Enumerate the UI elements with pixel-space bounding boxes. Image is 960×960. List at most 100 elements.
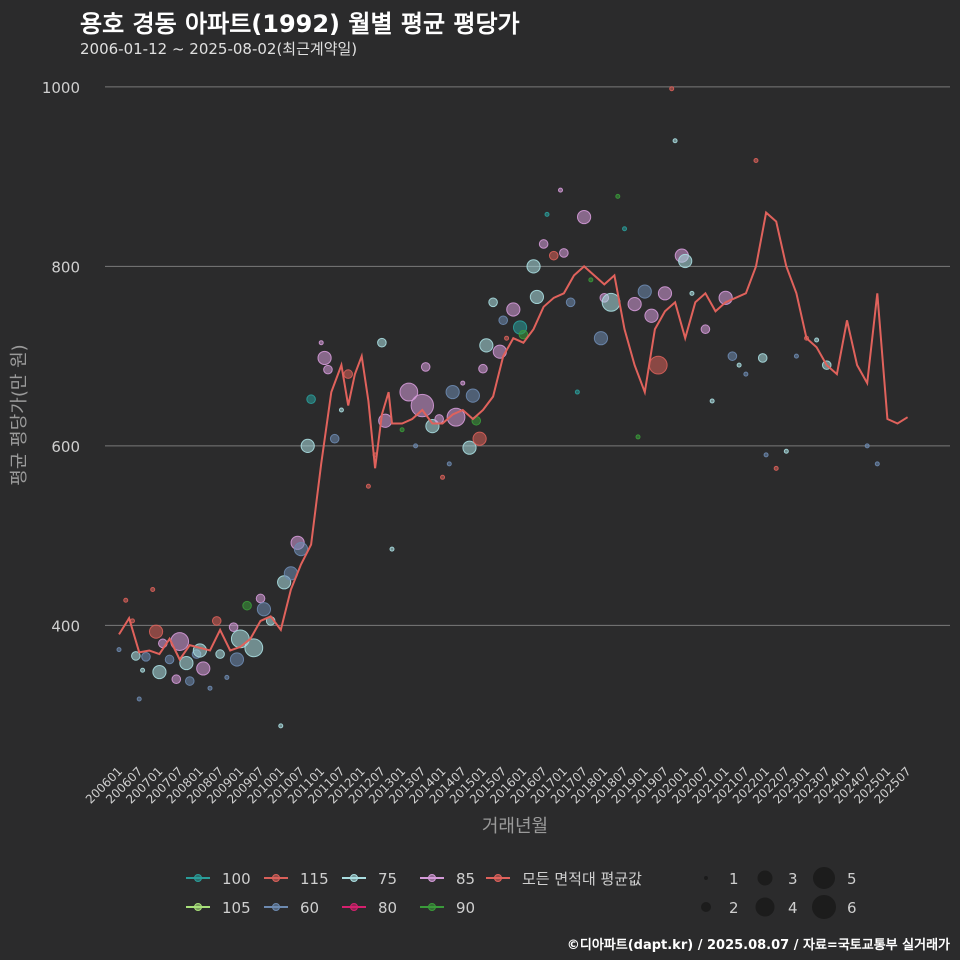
- legend-label: 80: [378, 899, 397, 917]
- data-point-60: [413, 443, 419, 449]
- size-legend-dot: [704, 876, 708, 880]
- data-point-115: [773, 465, 779, 471]
- data-point-115: [753, 158, 759, 164]
- data-point-90: [635, 434, 641, 440]
- data-point-85: [576, 209, 592, 225]
- data-point-75: [179, 655, 194, 671]
- size-legend-dot: [812, 895, 836, 919]
- data-point-60: [864, 443, 870, 449]
- legend-swatch-dot: [272, 903, 280, 911]
- legend-label: 60: [300, 899, 319, 917]
- data-point-100: [574, 389, 580, 395]
- data-point-75: [389, 546, 395, 552]
- transaction-points: [116, 86, 880, 729]
- data-point-60: [141, 651, 151, 662]
- data-point-115: [548, 250, 559, 261]
- data-point-60: [793, 353, 799, 359]
- data-point-85: [506, 302, 521, 317]
- data-point-85: [538, 239, 549, 249]
- data-point-60: [293, 542, 309, 557]
- data-point-115: [440, 474, 446, 480]
- data-point-60: [727, 351, 738, 361]
- data-point-75: [672, 138, 678, 144]
- legend-swatch-dot: [194, 903, 202, 911]
- legend-swatch-dot: [272, 874, 280, 882]
- data-point-115: [148, 624, 164, 639]
- legend-swatch-dot: [350, 874, 358, 882]
- legend-label: 115: [300, 870, 329, 888]
- data-point-60: [446, 461, 452, 467]
- data-point-75: [244, 638, 264, 658]
- average-price-line: [118, 210, 909, 662]
- data-point-75: [152, 664, 167, 680]
- data-point-60: [743, 371, 749, 377]
- x-axis-title: 거래년월: [482, 816, 548, 837]
- y-axis-title: 평균 평당가(만 원): [9, 344, 30, 485]
- y-tick-400: 400: [51, 617, 80, 635]
- legend-label: 75: [378, 870, 397, 888]
- legend-label: 105: [222, 899, 251, 917]
- data-point-85: [644, 308, 659, 323]
- data-point-100: [544, 211, 550, 217]
- data-point-90: [588, 277, 594, 283]
- credit-text: ©디아파트(dapt.kr) / 2025.08.07 / 자료=국토교통부 실…: [566, 938, 950, 953]
- data-point-60: [164, 654, 175, 665]
- chart-subtitle: 2006-01-12 ~ 2025-08-02(최근계약일): [80, 40, 358, 58]
- data-point-75: [215, 649, 225, 659]
- data-point-60: [116, 647, 122, 653]
- data-point-75: [488, 297, 498, 308]
- data-point-85: [557, 187, 563, 193]
- size-legend-label: 5: [847, 870, 857, 888]
- size-legend-label: 6: [847, 899, 857, 917]
- data-point-100: [306, 394, 316, 405]
- data-point-60: [207, 685, 213, 691]
- data-point-85: [657, 286, 673, 301]
- data-point-85: [171, 674, 182, 685]
- data-point-75: [278, 723, 284, 729]
- data-point-75: [479, 338, 494, 353]
- data-point-75: [462, 440, 477, 455]
- series-legend: 100 105 115 60 75 80 85 90 모든 면적대 평균값: [186, 870, 642, 917]
- data-point-75: [140, 667, 146, 673]
- data-point-115: [504, 335, 510, 341]
- legend-label: 모든 면적대 평균값: [522, 870, 642, 888]
- y-tick-800: 800: [51, 258, 80, 276]
- data-point-60: [184, 676, 195, 686]
- data-point-60: [136, 696, 142, 702]
- data-point-60: [763, 452, 769, 458]
- legend-label: 100: [222, 870, 251, 888]
- data-point-75: [783, 448, 789, 454]
- data-point-85: [492, 344, 507, 359]
- legend-swatch-dot: [494, 874, 502, 882]
- data-point-85: [317, 350, 332, 366]
- data-point-85: [420, 362, 431, 372]
- data-point-100: [622, 226, 628, 232]
- data-point-85: [196, 661, 211, 676]
- legend-label: 90: [456, 899, 475, 917]
- data-point-75: [709, 398, 715, 404]
- data-point-85: [228, 622, 239, 632]
- legend-swatch-dot: [350, 903, 358, 911]
- data-point-75: [300, 438, 315, 453]
- data-point-60: [465, 388, 480, 403]
- data-point-60: [565, 297, 576, 308]
- size-legend-dot: [701, 902, 711, 912]
- y-tick-labels: 400 600 800 1000: [42, 79, 80, 635]
- data-point-90: [242, 600, 252, 611]
- data-point-60: [593, 331, 609, 346]
- data-point-85: [700, 324, 711, 335]
- data-point-85: [446, 407, 466, 427]
- data-point-75: [736, 362, 742, 368]
- data-point-85: [627, 297, 642, 312]
- size-legend-label: 4: [788, 899, 798, 917]
- legend-swatch-dot: [194, 874, 202, 882]
- data-point-85: [460, 380, 466, 386]
- data-point-115: [150, 586, 156, 592]
- data-point-90: [615, 193, 621, 199]
- size-legend-dot: [757, 870, 773, 886]
- data-point-75: [526, 259, 541, 274]
- data-point-85: [323, 364, 333, 375]
- data-point-115: [365, 483, 371, 489]
- legend-swatch-dot: [428, 903, 436, 911]
